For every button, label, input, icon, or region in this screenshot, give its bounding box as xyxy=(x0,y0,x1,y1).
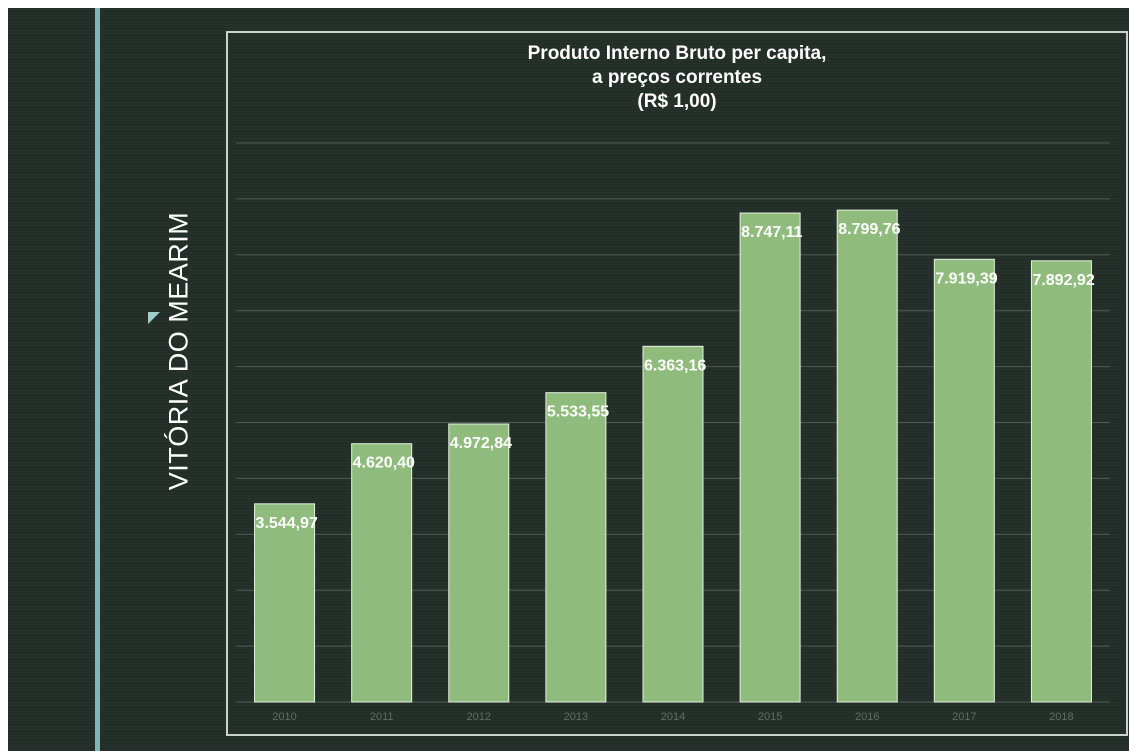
chart-title-line-1: Produto Interno Bruto per capita, xyxy=(527,43,827,64)
bar-2016 xyxy=(836,209,898,703)
bar-2014 xyxy=(642,345,704,703)
data-label-2018: 7.892,92 xyxy=(1032,272,1094,289)
bar-2013 xyxy=(545,392,607,703)
data-label-2013: 5.533,55 xyxy=(547,404,609,421)
x-tick-label-2016: 2016 xyxy=(855,711,879,723)
chart-title: Produto Interno Bruto per capita, a preç… xyxy=(226,42,1128,114)
chart-title-line-2: a preços correntes xyxy=(591,67,763,88)
x-tick-label-2013: 2013 xyxy=(564,711,588,723)
x-tick-label-2018: 2018 xyxy=(1049,711,1073,723)
x-tick-label-2012: 2012 xyxy=(467,711,491,723)
chart-title-line-3: (R$ 1,00) xyxy=(637,91,717,112)
x-tick-label-2015: 2015 xyxy=(758,711,782,723)
data-label-2015: 8.747,11 xyxy=(741,224,803,241)
bar-2012 xyxy=(448,423,510,703)
chart-frame xyxy=(226,31,1128,736)
bar-2011 xyxy=(351,443,413,703)
bar-2010 xyxy=(254,503,316,703)
data-label-2014: 6.363,16 xyxy=(644,357,706,374)
data-label-2010: 3.544,97 xyxy=(256,515,318,532)
x-tick-label-2014: 2014 xyxy=(661,711,685,723)
x-tick-label-2011: 2011 xyxy=(370,711,394,723)
data-label-2016: 8.799,76 xyxy=(838,221,900,238)
data-label-2012: 4.972,84 xyxy=(450,435,512,452)
accent-line xyxy=(95,8,100,751)
data-label-2017: 7.919,39 xyxy=(935,270,997,287)
x-tick-label-2010: 2010 xyxy=(272,711,296,723)
bar-2018 xyxy=(1030,260,1092,703)
bar-2015 xyxy=(739,212,801,703)
bar-2017 xyxy=(933,258,995,703)
triangle-marker-icon xyxy=(148,312,160,324)
x-tick-label-2017: 2017 xyxy=(952,711,976,723)
data-label-2011: 4.620,40 xyxy=(353,455,415,472)
